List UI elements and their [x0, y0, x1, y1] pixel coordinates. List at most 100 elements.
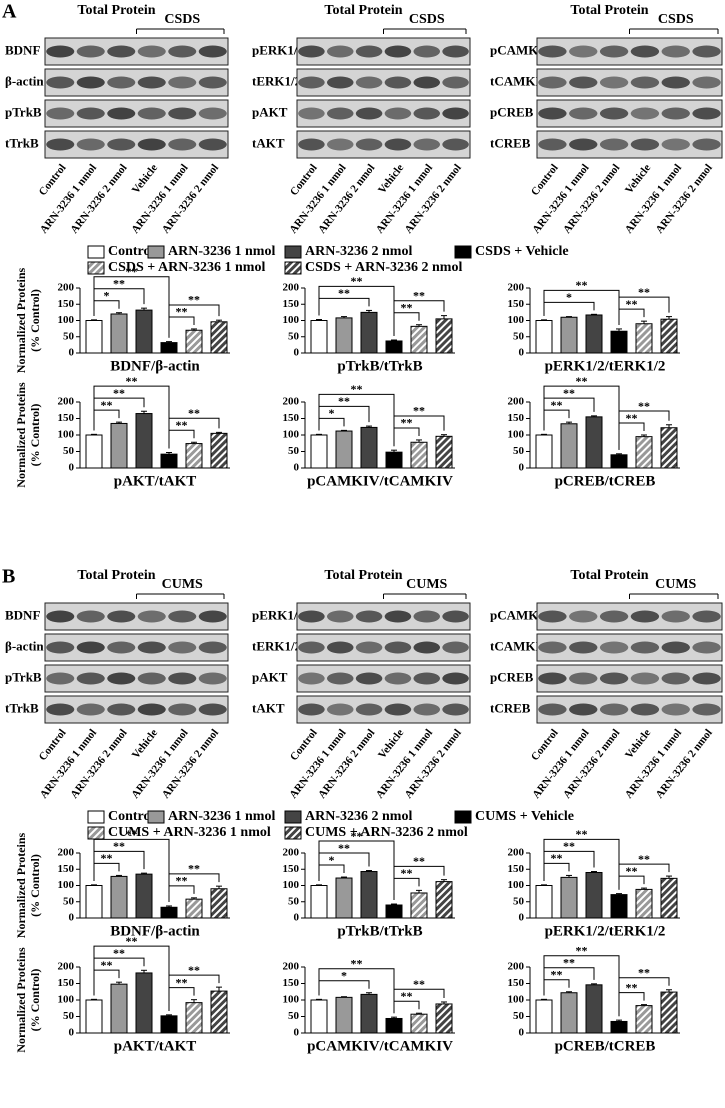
- y-tick-label: 150: [508, 298, 525, 310]
- blot: [44, 99, 229, 128]
- blot-band: [198, 610, 227, 623]
- condition-label: CSDS: [164, 12, 200, 27]
- blot-band: [298, 703, 325, 716]
- blot-band: [107, 76, 136, 89]
- blot-band: [661, 672, 690, 685]
- blot-band: [569, 76, 598, 89]
- legend-label: ARN-3236 2 nmol: [305, 244, 412, 259]
- blot-band: [137, 672, 166, 685]
- lane-label: ARN-3236 1 nmol: [129, 727, 190, 801]
- bar: [160, 342, 178, 354]
- significance-label: **: [413, 854, 425, 868]
- blot-row-label: tERK1/2: [252, 638, 301, 653]
- blot-band: [107, 138, 136, 151]
- y-tick-label: 200: [283, 961, 300, 973]
- significance-bracket: [618, 977, 670, 1017]
- significance-bracket: [318, 980, 370, 996]
- significance-label: **: [126, 934, 138, 948]
- y-tick-label: 50: [63, 1010, 75, 1022]
- y-tick-label: 200: [508, 282, 525, 294]
- y-tick-label: 200: [508, 961, 525, 973]
- bar: [360, 426, 378, 469]
- y-tick-label: 50: [288, 445, 300, 457]
- blot-band: [413, 641, 441, 654]
- legend-swatch: [87, 245, 105, 259]
- significance-bracket: [543, 385, 620, 450]
- significance-bracket: [543, 301, 595, 316]
- significance-bracket: [168, 873, 220, 902]
- blot-band: [298, 45, 325, 58]
- y-tick-label: 0: [69, 347, 75, 359]
- blot-band: [692, 45, 721, 58]
- blot-band: [326, 76, 354, 89]
- blot-band: [599, 138, 629, 151]
- blot: [536, 633, 723, 662]
- lane-label: ARN-3236 1 nmol: [38, 162, 99, 236]
- blot: [44, 664, 229, 693]
- blot-band: [692, 610, 721, 623]
- significance-bracket: [318, 417, 345, 431]
- blot-header: Total Protein: [570, 3, 648, 18]
- lane-label: ARN-3236 2 nmol: [654, 727, 715, 801]
- y-tick-label: 0: [69, 462, 75, 474]
- significance-bracket: [618, 308, 645, 325]
- lane-label: Vehicle: [376, 162, 406, 196]
- blot-band: [76, 138, 105, 151]
- legend-label: ARN-3236 1 nmol: [168, 244, 275, 259]
- blot-band: [107, 610, 136, 623]
- blot: [536, 68, 723, 97]
- y-tick-label: 0: [69, 1027, 75, 1039]
- blot: [296, 695, 471, 724]
- x-axis-label: pCREB/tCREB: [555, 1038, 656, 1054]
- bar: [310, 999, 328, 1034]
- blot-band: [384, 45, 412, 58]
- significance-label: **: [576, 827, 588, 841]
- blot-band: [661, 610, 690, 623]
- bar: [435, 318, 453, 354]
- blot-band: [538, 703, 567, 716]
- significance-label: **: [351, 382, 363, 396]
- blot-band: [692, 138, 721, 151]
- blot-band: [298, 641, 325, 654]
- panel-label: A: [2, 1, 17, 23]
- bar: [635, 323, 653, 354]
- significance-label: **: [638, 399, 650, 413]
- significance-bracket: [93, 385, 170, 449]
- y-tick-label: 100: [508, 994, 525, 1006]
- blot-band: [107, 107, 136, 120]
- condition-label: CUMS: [655, 577, 696, 592]
- blot-band: [442, 610, 469, 623]
- bar: [110, 313, 128, 354]
- bar: [85, 999, 103, 1034]
- blot-band: [355, 610, 383, 623]
- y-tick-label: 0: [519, 912, 525, 924]
- legend-label: Control: [108, 809, 155, 824]
- blot-band: [599, 45, 629, 58]
- significance-label: **: [188, 963, 200, 977]
- blot-row-label: tCAMKIV: [490, 73, 551, 88]
- lane-label: ARN-3236 2 nmol: [68, 727, 129, 801]
- significance-label: **: [338, 286, 350, 300]
- blot-band: [198, 672, 227, 685]
- blot: [44, 68, 229, 97]
- lane-label: ARN-3236 2 nmol: [561, 727, 622, 801]
- blot: [536, 99, 723, 128]
- blot-band: [384, 76, 412, 89]
- significance-bracket: [168, 417, 220, 449]
- significance-bracket: [618, 410, 670, 450]
- blot-band: [630, 76, 660, 89]
- blot-band: [198, 703, 227, 716]
- blot-band: [76, 641, 105, 654]
- y-tick-label: 100: [58, 429, 75, 441]
- bar: [410, 892, 428, 919]
- significance-label: **: [626, 980, 638, 994]
- blot-band: [413, 76, 441, 89]
- significance-label: *: [341, 968, 347, 982]
- blot: [296, 130, 471, 159]
- bar: [310, 320, 328, 354]
- blot-band: [413, 703, 441, 716]
- blot-band: [630, 138, 660, 151]
- y-tick-label: 150: [508, 977, 525, 989]
- legend-swatch: [284, 261, 302, 275]
- blot-band: [630, 641, 660, 654]
